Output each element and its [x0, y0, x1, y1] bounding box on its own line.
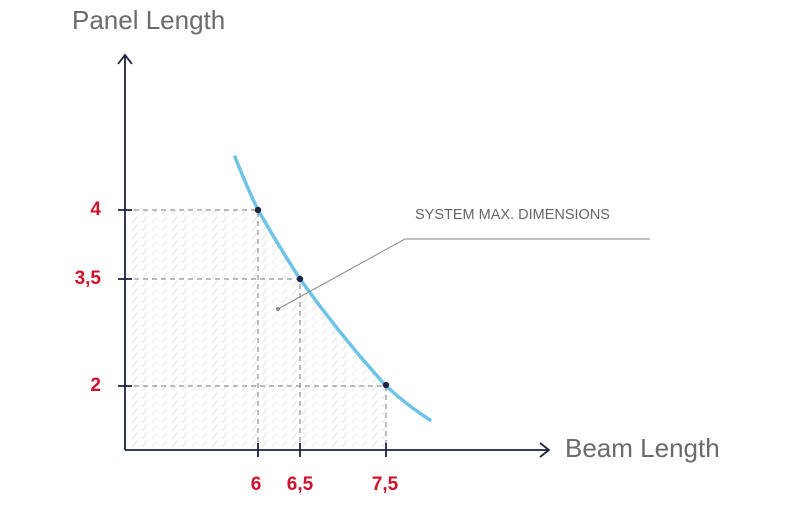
y-label: 4 [90, 199, 101, 220]
x-label: 6 [251, 474, 262, 495]
axes [117, 53, 551, 458]
curve [233, 155, 432, 422]
leader-dot [276, 307, 280, 311]
x-axis [125, 442, 551, 458]
x-label: 6,5 [287, 474, 314, 495]
y-label: 2 [90, 375, 101, 396]
y-axis [117, 53, 133, 450]
leader-line [277, 238, 650, 310]
x-label: 7,5 [372, 474, 399, 495]
point [296, 275, 304, 283]
point [382, 381, 390, 389]
annotation: SYSTEM MAX. DIMENSIONS [415, 207, 610, 223]
y-label: 3,5 [75, 268, 102, 289]
y-title: Panel Length [72, 5, 225, 35]
points [254, 206, 390, 389]
shaded-area [125, 210, 386, 450]
point [254, 206, 262, 214]
ticks [118, 209, 387, 457]
x-title: Beam Length [565, 433, 720, 463]
